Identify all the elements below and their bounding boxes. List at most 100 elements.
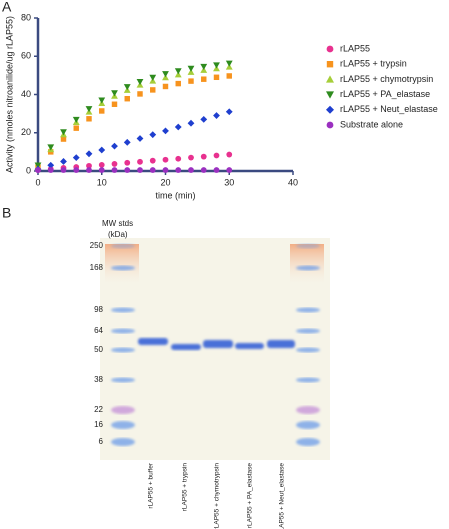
marker [86,116,92,122]
lane-label: rLAP55 + trypsin [182,463,189,512]
marker [226,151,233,158]
marker [174,68,182,75]
marker-label: 50 [94,345,103,354]
marker [137,158,143,165]
gel-header: (kDa) [108,230,128,239]
marker [213,74,220,81]
marker [175,167,182,173]
ladder-band [296,421,320,429]
y-axis-label: Activity (nmoles nitroanilide/ug rLAP55) [4,16,14,173]
legend-label: rLAP55 + Neut_elastase [340,104,438,114]
marker [226,167,233,173]
marker [137,167,143,173]
ladder-band [111,243,135,249]
lane-label: rLAP55 + chymotrypsin [214,463,221,529]
legend-label: rLAP55 [340,43,370,53]
marker [60,136,67,142]
marker-label: 38 [94,375,103,384]
marker [86,167,92,173]
marker [111,142,118,150]
marker [149,167,156,173]
lane-label: rLAP55 + Neut_elastase [279,463,286,529]
x-tick-label: 40 [288,177,298,187]
legend-label: rLAP55 + PA_elastase [340,89,430,99]
marker [85,150,93,158]
band [171,344,201,350]
x-axis-label: time (min) [156,190,196,200]
ladder-band [111,328,135,334]
marker [99,108,105,114]
band [235,343,264,349]
band [138,338,168,345]
marker [174,123,182,131]
ladder-band [111,307,135,313]
marker [150,87,156,93]
marker [187,119,195,127]
marker [98,167,105,173]
marker [188,154,194,161]
ladder-band [111,406,135,414]
marker [213,152,220,159]
marker [73,167,80,173]
legend-label: rLAP55 + chymotrypsin [340,74,433,84]
marker-label: 6 [99,437,104,446]
marker [200,63,208,70]
marker [111,161,118,167]
marker [98,146,106,154]
marker [73,125,79,131]
panel-label: A [2,0,12,15]
ladder-band [296,328,320,334]
marker [225,60,233,67]
marker [124,167,131,173]
marker [98,161,105,168]
marker [47,167,54,173]
marker [226,73,232,79]
marker-label: 64 [94,326,103,335]
marker [136,78,144,86]
marker [72,154,80,162]
marker [149,131,157,139]
ladder-band [111,347,135,353]
marker [85,106,93,113]
legend-marker [326,75,334,83]
marker [175,80,181,87]
legend-marker [326,91,334,99]
ladder-band [111,265,135,271]
ladder-band [296,243,320,249]
y-tick-label: 80 [21,12,31,22]
marker-label: 250 [90,241,104,250]
band [203,340,233,348]
marker [175,155,182,162]
ladder-band [111,377,135,383]
ladder-band [111,421,135,429]
ladder-band [296,265,320,271]
marker [188,167,194,173]
lane-label: rLAP55 + buffer [148,462,155,508]
marker [86,162,92,169]
ladder-smear [105,244,139,284]
marker [60,158,67,165]
marker [162,167,169,173]
legend-label: rLAP55 + trypsin [340,59,407,69]
marker [60,167,67,173]
marker [201,76,207,82]
marker [47,144,55,151]
marker [47,161,55,169]
y-tick-label: 40 [21,89,31,99]
x-tick-label: 30 [224,177,234,187]
legend-marker [326,121,334,129]
ladder-band [296,406,320,414]
y-tick-label: 20 [21,127,31,137]
ladder-band [296,438,320,446]
marker [124,95,130,102]
legend-marker [326,105,334,114]
marker [123,84,131,91]
band [267,340,295,348]
marker [137,91,143,97]
panel-label: B [2,205,11,221]
marker [111,101,118,107]
marker [188,78,194,84]
x-tick-label: 0 [35,177,40,187]
gel-header: MW stds [102,219,133,228]
marker [213,112,220,119]
